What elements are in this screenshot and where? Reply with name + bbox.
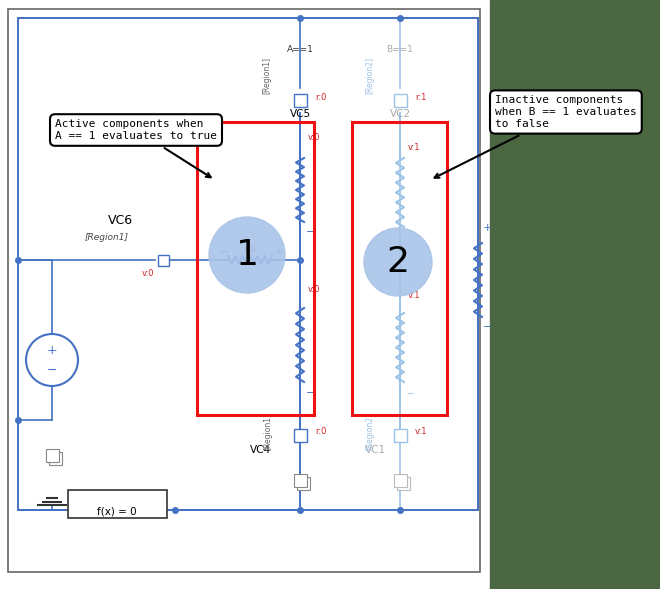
Text: [Region2]: [Region2] bbox=[366, 57, 374, 94]
Bar bbox=[158, 254, 168, 266]
Text: [Region1]: [Region1] bbox=[263, 413, 273, 451]
Text: −: − bbox=[406, 389, 414, 398]
Text: Inactive components
when B == 1 evaluates
to false: Inactive components when B == 1 evaluate… bbox=[434, 95, 637, 178]
Text: v:0: v:0 bbox=[244, 246, 256, 254]
Text: [Region1]: [Region1] bbox=[85, 233, 129, 243]
Bar bbox=[296, 477, 310, 489]
Text: VC5: VC5 bbox=[290, 109, 311, 119]
Bar bbox=[294, 429, 306, 442]
Text: Active components when
A == 1 evaluates to true: Active components when A == 1 evaluates … bbox=[55, 119, 217, 177]
Text: +: + bbox=[47, 343, 57, 356]
Text: −: − bbox=[483, 322, 492, 332]
Text: v:1: v:1 bbox=[408, 290, 420, 299]
Bar bbox=[294, 94, 306, 107]
Text: VC1: VC1 bbox=[364, 445, 385, 455]
Text: −: − bbox=[220, 247, 230, 257]
Text: r:1: r:1 bbox=[415, 92, 426, 101]
Text: VC2: VC2 bbox=[389, 109, 411, 119]
Bar bbox=[48, 452, 61, 465]
Bar bbox=[490, 0, 660, 589]
Text: [Region2]: [Region2] bbox=[366, 413, 374, 451]
Text: −: − bbox=[306, 388, 315, 398]
Text: 1: 1 bbox=[236, 238, 259, 272]
Text: B==1: B==1 bbox=[387, 45, 413, 55]
Bar bbox=[46, 448, 59, 462]
Text: v:1: v:1 bbox=[415, 428, 428, 436]
Text: r:0: r:0 bbox=[315, 92, 327, 101]
Text: v:0: v:0 bbox=[142, 270, 154, 279]
Text: f(x) = 0: f(x) = 0 bbox=[97, 507, 137, 517]
Circle shape bbox=[209, 217, 285, 293]
Bar bbox=[397, 477, 409, 489]
Bar bbox=[352, 122, 447, 415]
FancyBboxPatch shape bbox=[68, 490, 167, 518]
Text: +: + bbox=[273, 247, 282, 257]
Text: −: − bbox=[47, 363, 57, 376]
Bar bbox=[393, 429, 407, 442]
Text: +: + bbox=[483, 223, 492, 233]
Text: A==1: A==1 bbox=[286, 45, 314, 55]
Text: 2: 2 bbox=[387, 245, 409, 279]
Bar bbox=[197, 122, 314, 415]
Text: r:0: r:0 bbox=[315, 428, 327, 436]
Bar bbox=[393, 474, 407, 487]
Bar bbox=[393, 94, 407, 107]
Text: v:1: v:1 bbox=[408, 144, 420, 153]
Text: VC6: VC6 bbox=[108, 213, 133, 227]
Text: −: − bbox=[306, 227, 315, 237]
Text: −: − bbox=[406, 233, 414, 243]
Text: [Region1]: [Region1] bbox=[263, 57, 271, 94]
Text: v:0: v:0 bbox=[308, 134, 321, 143]
FancyBboxPatch shape bbox=[8, 9, 480, 572]
Text: VC4: VC4 bbox=[249, 445, 271, 455]
Circle shape bbox=[364, 228, 432, 296]
Text: v:0: v:0 bbox=[308, 286, 321, 294]
Bar bbox=[294, 474, 306, 487]
